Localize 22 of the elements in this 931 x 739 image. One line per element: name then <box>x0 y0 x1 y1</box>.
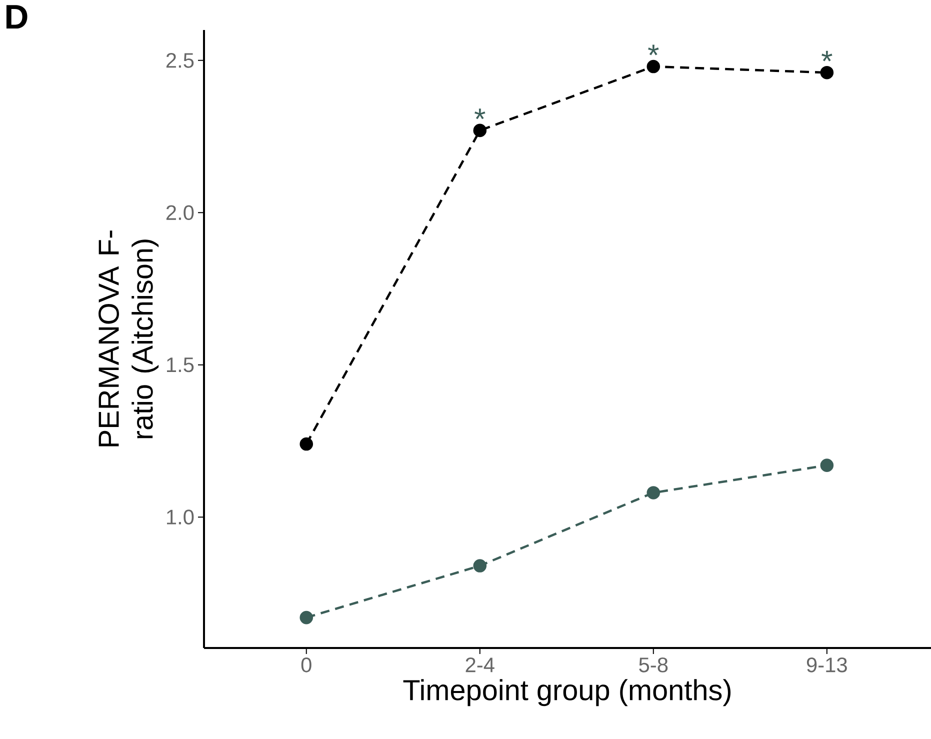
annotation: * <box>822 50 832 62</box>
x-axis-title: Timepoint group (months) <box>403 679 731 706</box>
annotation: * <box>648 44 659 56</box>
text: D <box>6 5 28 28</box>
point <box>646 60 660 74</box>
y-tick-label: 1.0 <box>166 510 194 524</box>
point <box>473 124 487 138</box>
point <box>473 559 487 572</box>
annotation: * <box>474 108 486 120</box>
y-tick-label: 2.5 <box>166 53 194 68</box>
point <box>820 458 834 472</box>
y-axis-title: PERMANOVA F-ratio (Aitchison) <box>98 230 159 446</box>
y-tick-label: 1.5 <box>166 358 194 372</box>
point <box>820 66 834 80</box>
point <box>300 437 314 451</box>
y-tick-label: 2.0 <box>166 205 194 220</box>
x-tick-label: 9-13 <box>806 658 847 672</box>
x-tick-label: 2-4 <box>466 658 494 672</box>
point <box>300 610 314 624</box>
x-tick-label: 0 <box>301 658 312 672</box>
x-tick-label: 5-8 <box>639 658 668 672</box>
point <box>646 486 660 500</box>
